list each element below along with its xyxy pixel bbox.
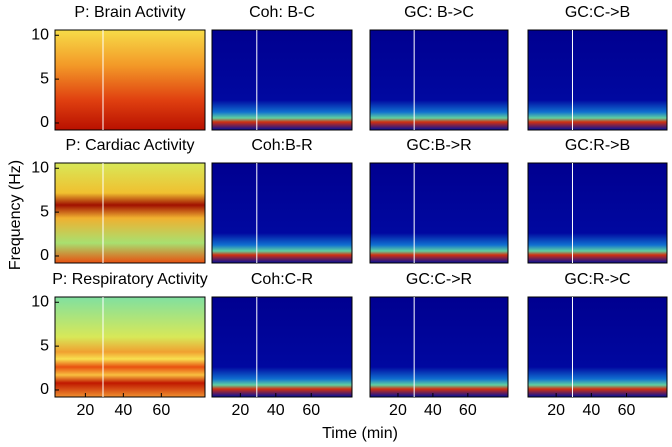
panel-title: GC:C->R [406,271,472,288]
y-tick-label: 0 [40,247,49,264]
y-tick-label: 10 [31,159,49,176]
y-tick-label: 5 [40,203,49,220]
panel-title: GC:R->C [564,271,630,288]
x-tick-label: 20 [76,402,94,419]
heatmap-panel [369,162,509,264]
x-tick-label: 60 [152,402,170,419]
panel-title: P: Cardiac Activity [66,137,195,154]
x-tick-label: 40 [114,402,132,419]
panel-title: GC: B->C [404,4,474,21]
x-tick-label: 20 [547,402,565,419]
y-tick-label: 5 [40,70,49,87]
panel-title: P: Brain Activity [74,4,185,21]
heatmap-panel [369,29,509,131]
heatmap-panel [369,296,509,398]
panel-title: Coh:C-R [251,271,313,288]
heatmap-panel [54,162,206,264]
panel-title: GC:C->B [565,4,630,21]
x-tick-label: 60 [618,402,636,419]
y-axis-label: Frequency (Hz) [7,160,24,270]
heatmap-panel [527,29,668,131]
y-tick-label: 5 [40,337,49,354]
panel-title: Coh: B-C [249,4,315,21]
x-tick-label: 60 [459,402,477,419]
heatmap-panel [211,296,353,398]
heatmap-panel [211,29,353,131]
heatmap-panel [527,296,668,398]
x-tick-label: 20 [389,402,407,419]
x-tick-label: 60 [302,402,320,419]
x-axis-label: Time (min) [322,425,398,442]
panel-title: P: Respiratory Activity [52,271,208,288]
panel-title: GC:B->R [406,137,471,154]
y-tick-label: 10 [31,293,49,310]
panel-title: Coh:B-R [251,137,312,154]
heatmap-panel [527,162,668,264]
heatmap-panel [54,296,206,398]
x-tick-label: 40 [582,402,600,419]
y-tick-label: 0 [40,114,49,131]
x-tick-label: 20 [231,402,249,419]
heatmap-panel [54,29,206,131]
x-tick-label: 40 [267,402,285,419]
y-tick-label: 0 [40,381,49,398]
heatmap-panel [211,162,353,264]
y-tick-label: 10 [31,26,49,43]
panel-title: GC:R->B [565,137,630,154]
x-tick-label: 40 [424,402,442,419]
